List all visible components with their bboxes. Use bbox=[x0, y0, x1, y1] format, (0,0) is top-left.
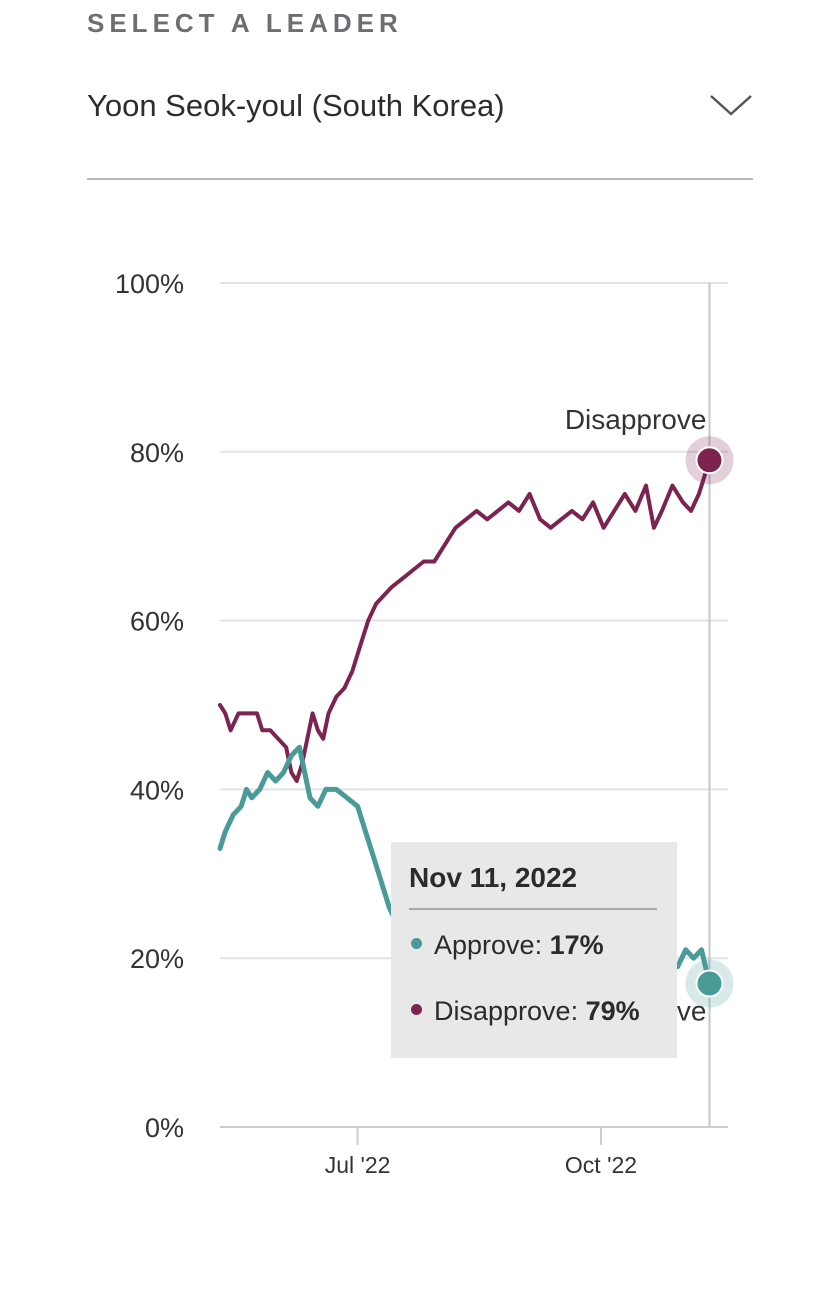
approve-marker[interactable] bbox=[695, 969, 724, 998]
y-tick-label: 80% bbox=[130, 438, 184, 468]
tooltip-divider bbox=[409, 908, 657, 910]
x-tick-label: Jul '22 bbox=[325, 1152, 391, 1178]
disapprove-marker[interactable] bbox=[695, 446, 724, 475]
grid-lines bbox=[220, 282, 728, 1128]
x-axis-ticks: Jul '22 Oct '22 bbox=[325, 1127, 637, 1178]
tooltip-disapprove-row: Disapprove: 79% bbox=[411, 996, 640, 1027]
disapprove-dot-icon bbox=[411, 1004, 422, 1016]
leader-select[interactable]: Yoon Seok-youl (South Korea) bbox=[87, 78, 753, 180]
end-markers[interactable] bbox=[685, 436, 734, 1008]
disapprove-line bbox=[218, 458, 712, 783]
approve-dot-icon bbox=[411, 938, 422, 950]
y-tick-label: 0% bbox=[145, 1113, 184, 1143]
y-tick-label: 40% bbox=[130, 775, 184, 805]
tooltip-approve-label: Approve: bbox=[434, 930, 543, 960]
y-tick-label: 20% bbox=[130, 944, 184, 974]
tooltip-approve-value: 17% bbox=[549, 930, 604, 960]
hover-tooltip: Nov 11, 2022 Approve: 17% Disapprove: 79… bbox=[391, 842, 677, 1058]
disapprove-end-label: Disapprove bbox=[565, 404, 707, 435]
select-leader-label: SELECT A LEADER bbox=[87, 8, 403, 38]
tooltip-disapprove-label: Disapprove: bbox=[434, 996, 579, 1026]
tooltip-approve-row: Approve: 17% bbox=[411, 930, 604, 961]
chevron-down-icon[interactable] bbox=[709, 94, 753, 118]
y-axis-ticks: 0% 20% 40% 60% 80% 100% bbox=[115, 269, 184, 1143]
y-tick-label: 100% bbox=[115, 269, 184, 299]
tooltip-date: Nov 11, 2022 bbox=[409, 862, 578, 893]
leader-select-value: Yoon Seok-youl (South Korea) bbox=[87, 88, 505, 123]
y-tick-label: 60% bbox=[130, 607, 184, 637]
tooltip-disapprove-value: 79% bbox=[585, 996, 640, 1026]
x-tick-label: Oct '22 bbox=[565, 1152, 637, 1178]
